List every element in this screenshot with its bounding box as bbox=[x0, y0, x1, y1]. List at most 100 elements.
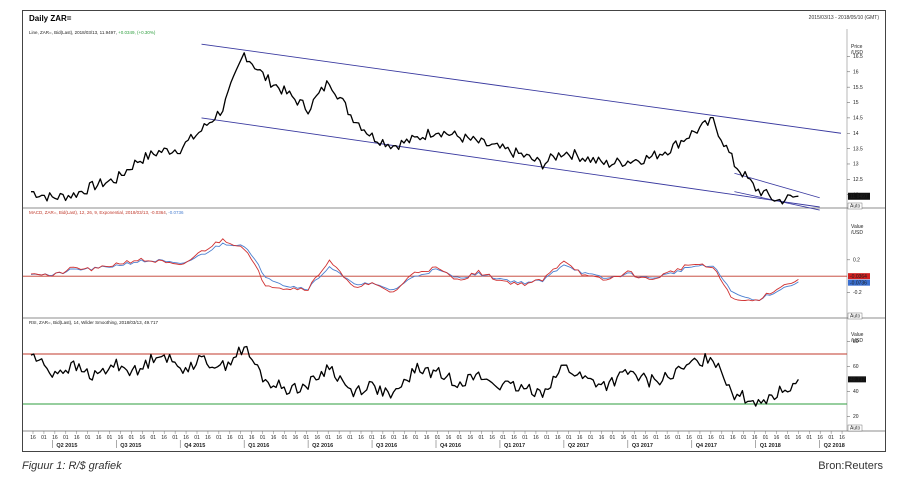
y-tick-label: 13.5 bbox=[853, 146, 863, 152]
quarter-label: Q3 2017 bbox=[632, 443, 653, 449]
date-range: 2015/03/13 - 2018/05/10 (GMT) bbox=[808, 15, 879, 21]
x-tick-label: 01 bbox=[63, 435, 69, 441]
auto-label-rsi: Auto bbox=[850, 426, 861, 432]
price-panel-label: Line, ZAR=, Bid(Last), 2018/03/13, 11.94… bbox=[29, 30, 155, 35]
x-tick-label: 16 bbox=[839, 435, 845, 441]
x-tick-label: 01 bbox=[653, 435, 659, 441]
x-tick-label: 01 bbox=[129, 435, 135, 441]
x-tick-label: 01 bbox=[391, 435, 397, 441]
quarter-label: Q3 2016 bbox=[376, 443, 397, 449]
y-tick-label: 20 bbox=[853, 414, 859, 420]
x-tick-label: 01 bbox=[413, 435, 419, 441]
x-tick-label: 16 bbox=[358, 435, 364, 441]
price-label-change: +0.0349, (+0.30%) bbox=[118, 30, 156, 35]
y-tick-label: 0.2 bbox=[853, 258, 860, 264]
rsi-axis-title: Value bbox=[851, 332, 864, 338]
x-tick-label: 16 bbox=[424, 435, 430, 441]
x-tick-label: 16 bbox=[817, 435, 823, 441]
rsi-last-value: 49.717 bbox=[850, 377, 866, 383]
x-tick-label: 16 bbox=[730, 435, 736, 441]
x-tick-label: 01 bbox=[238, 435, 244, 441]
rsi-last-badge bbox=[848, 376, 866, 383]
x-tick-label: 01 bbox=[828, 435, 834, 441]
x-tick-label: 01 bbox=[675, 435, 681, 441]
quarter-label: Q2 2017 bbox=[568, 443, 589, 449]
x-tick-label: 01 bbox=[347, 435, 353, 441]
quarter-label: Q4 2015 bbox=[184, 443, 205, 449]
y-tick-label: 16 bbox=[853, 70, 859, 76]
chart-svg: Price/USD1212.51313.51414.51515.51616.51… bbox=[23, 29, 885, 449]
x-tick-label: 01 bbox=[107, 435, 113, 441]
macd-badge-red bbox=[848, 273, 870, 280]
rsi-axis-unit: /USD bbox=[851, 338, 863, 344]
x-tick-label: 16 bbox=[74, 435, 80, 441]
auto-button-price bbox=[847, 202, 863, 210]
x-tick-label: 01 bbox=[282, 435, 288, 441]
x-tick-label: 01 bbox=[325, 435, 331, 441]
x-tick-label: 16 bbox=[555, 435, 561, 441]
x-tick-label: 01 bbox=[697, 435, 703, 441]
x-tick-label: 01 bbox=[150, 435, 156, 441]
channel-lower-line bbox=[201, 117, 820, 208]
x-tick-label: 16 bbox=[249, 435, 255, 441]
x-tick-label: 16 bbox=[227, 435, 233, 441]
x-tick-label: 01 bbox=[741, 435, 747, 441]
x-tick-label: 01 bbox=[369, 435, 375, 441]
x-tick-label: 16 bbox=[642, 435, 648, 441]
y-tick-label: 80 bbox=[853, 339, 859, 345]
figure-source: Bron:Reuters bbox=[818, 460, 883, 472]
macd-axis-unit: /USD bbox=[851, 230, 863, 236]
x-tick-label: 16 bbox=[140, 435, 146, 441]
x-tick-label: 01 bbox=[522, 435, 528, 441]
rsi-series-line bbox=[30, 345, 799, 407]
x-tick-label: 16 bbox=[577, 435, 583, 441]
signal-series-line bbox=[30, 242, 799, 301]
rsi-panel-label: RSI, ZAR=, Bid(Last), 14, Wilder Smoothi… bbox=[29, 320, 158, 325]
price-last-value: 11.9497 bbox=[850, 194, 868, 200]
quarter-label: Q4 2017 bbox=[696, 443, 717, 449]
quarter-label: Q3 2015 bbox=[120, 443, 141, 449]
x-tick-label: 16 bbox=[533, 435, 539, 441]
y-tick-label: 40 bbox=[853, 389, 859, 395]
x-tick-label: 01 bbox=[785, 435, 791, 441]
x-tick-label: 01 bbox=[41, 435, 47, 441]
macd-axis-title: Value bbox=[851, 224, 864, 230]
x-tick-label: 16 bbox=[686, 435, 692, 441]
x-tick-label: 16 bbox=[30, 435, 36, 441]
y-tick-label: 15.5 bbox=[853, 85, 863, 91]
x-tick-label: 16 bbox=[752, 435, 758, 441]
macd-badge-red-value: -0.0364 bbox=[850, 274, 867, 280]
quarter-label: Q1 2017 bbox=[504, 443, 525, 449]
x-tick-label: 16 bbox=[183, 435, 189, 441]
quarter-label: Q1 2018 bbox=[760, 443, 781, 449]
x-tick-label: 16 bbox=[52, 435, 58, 441]
chart-title: Daily ZAR= bbox=[29, 14, 72, 23]
price-label-prefix: Line, ZAR=, Bid(Last), 2018/03/13, 11.94… bbox=[29, 30, 119, 35]
x-tick-label: 01 bbox=[719, 435, 725, 441]
auto-button-rsi bbox=[847, 424, 863, 432]
x-tick-label: 16 bbox=[664, 435, 670, 441]
x-tick-label: 01 bbox=[566, 435, 572, 441]
macd-series-line bbox=[30, 238, 799, 302]
price-axis-unit: /USD bbox=[851, 50, 863, 56]
x-tick-label: 16 bbox=[205, 435, 211, 441]
x-tick-label: 01 bbox=[216, 435, 222, 441]
x-tick-label: 16 bbox=[621, 435, 627, 441]
x-tick-label: 01 bbox=[588, 435, 594, 441]
x-tick-label: 01 bbox=[457, 435, 463, 441]
x-tick-label: 01 bbox=[478, 435, 484, 441]
x-tick-label: 01 bbox=[194, 435, 200, 441]
x-tick-label: 16 bbox=[468, 435, 474, 441]
quarter-label: Q2 2016 bbox=[312, 443, 333, 449]
auto-label-macd: Auto bbox=[850, 314, 861, 320]
x-tick-label: 16 bbox=[271, 435, 277, 441]
x-tick-label: 16 bbox=[489, 435, 495, 441]
x-tick-label: 01 bbox=[544, 435, 550, 441]
x-tick-label: 01 bbox=[85, 435, 91, 441]
x-tick-label: 16 bbox=[774, 435, 780, 441]
auto-button-macd bbox=[847, 312, 863, 320]
x-tick-label: 16 bbox=[599, 435, 605, 441]
x-tick-label: 16 bbox=[380, 435, 386, 441]
macd-badge-blue-value: -0.0736 bbox=[850, 280, 867, 286]
x-tick-label: 01 bbox=[632, 435, 638, 441]
